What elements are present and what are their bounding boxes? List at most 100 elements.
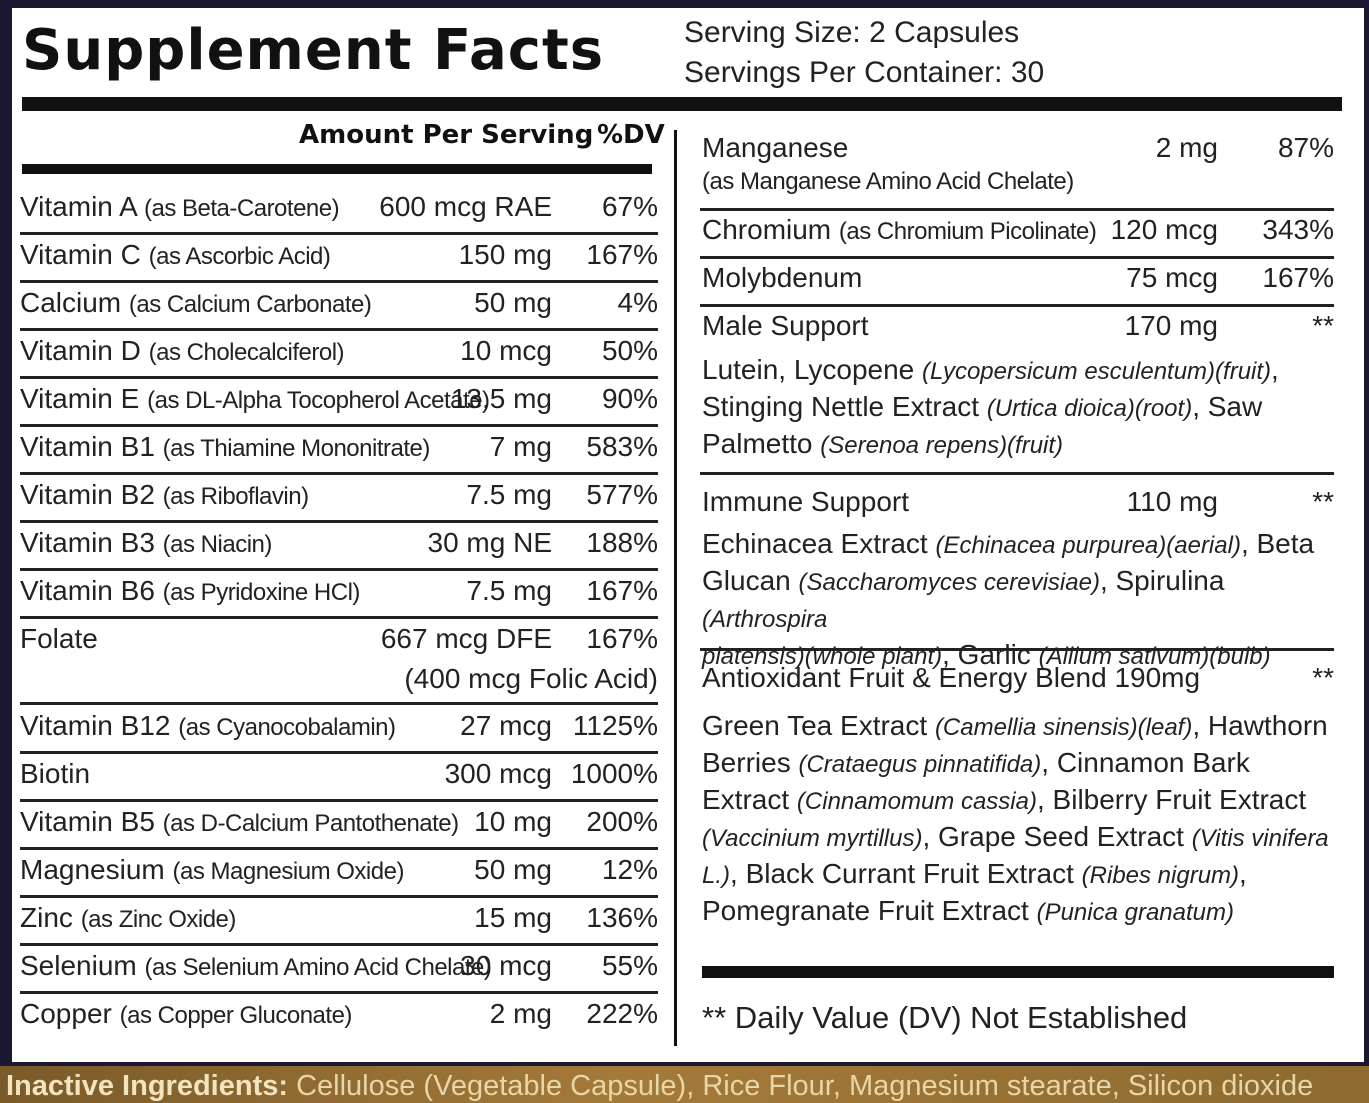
nutrient-dv: 90% [601,383,658,414]
nutrient-row: Vitamin B2 (as Riboflavin) 7.5 mg 577% [20,472,658,523]
nutrient-source: (as Magnesium Oxide) [172,858,405,885]
nutrient-row: Vitamin B6 (as Pyridoxine HCl) 7.5 mg 16… [20,568,658,619]
blend-row-male-support: Male Support 170 mg ** [702,310,1334,350]
nutrient-name: Vitamin B2 [20,479,155,510]
nutrient-amount: 7 mg [489,431,552,462]
nutrient-source: (as DL-Alpha Tocopherol Acetate) [147,387,490,414]
inactive-ingredients-label: Inactive Ingredients: [6,1070,289,1102]
row-divider [700,256,1334,259]
nutrient-row: Vitamin B5 (as D-Calcium Pantothenate) 1… [20,799,658,850]
nutrient-name: Molybdenum [702,262,863,293]
nutrient-amount: 27 mcg [460,710,552,741]
column-divider [674,130,677,1046]
nutrient-source: (as Riboflavin) [162,483,309,510]
nutrient-source: (as Chromium Picolinate) [838,218,1097,245]
blend-name: Male Support [702,310,869,341]
nutrient-dv: 167% [586,239,658,270]
page-title: Supplement Facts [22,18,605,83]
inactive-ingredients-text: Cellulose (Vegetable Capsule), Rice Flou… [288,1070,1314,1102]
nutrient-amount: 13.5 mg [450,383,552,414]
row-divider [700,648,1334,651]
nutrient-amount: 2 mg [1155,132,1218,163]
nutrient-source: (as Niacin) [162,531,273,558]
nutrient-dv: 1125% [572,710,658,741]
nutrient-row: Vitamin B3 (as Niacin) 30 mg NE 188% [20,520,658,571]
blend-name: Antioxidant Fruit & Energy Blend 190mg [702,662,1201,693]
nutrient-dv: 188% [586,527,658,558]
nutrient-name: Vitamin E [20,383,140,414]
nutrient-dv: 200% [586,806,658,837]
nutrient-name: Copper [20,998,112,1029]
blend-row-antioxidant: Antioxidant Fruit & Energy Blend 190mg *… [702,662,1334,702]
supplement-facts-panel [12,8,1364,1062]
nutrient-source: (as Beta-Carotene) [144,195,340,222]
inactive-ingredients-band [0,1066,1369,1103]
blend-dv: ** [1312,662,1334,693]
servings-per-container: Servings Per Container: 30 [684,56,1045,89]
blend-amount: 170 mg [1124,310,1218,341]
nutrient-name: Vitamin A [20,191,137,222]
nutrient-source: (as Zinc Oxide) [80,906,237,933]
nutrient-row: Calcium (as Calcium Carbonate) 50 mg 4% [20,280,658,331]
footnote-divider [702,966,1334,978]
nutrient-amount: 50 mg [474,287,552,318]
serving-size: Serving Size: 2 Capsules [684,16,1020,49]
nutrient-name: Chromium [702,214,832,245]
blend-name: Immune Support [702,486,909,517]
nutrient-amount: 120 mcg [1110,214,1218,245]
nutrient-amount: 2 mg [489,998,552,1029]
nutrient-source: (as D-Calcium Pantothenate) [162,810,459,837]
nutrient-row-molybdenum: Molybdenum 75 mcg 167% [702,262,1334,302]
nutrient-amount: 30 mg NE [427,527,553,558]
nutrient-name: Vitamin B3 [20,527,155,558]
nutrient-row: Vitamin A (as Beta-Carotene) 600 mcg RAE… [20,184,658,235]
nutrient-amount: 15 mg [474,902,552,933]
blend-dv: ** [1312,486,1334,517]
nutrient-amount: 600 mcg RAE [379,191,552,222]
nutrient-source: (as Calcium Carbonate) [128,291,372,318]
nutrient-dv: 577% [586,479,658,510]
nutrient-name: Magnesium [20,854,165,885]
nutrient-dv: 67% [601,191,658,222]
nutrient-amount: 667 mcg DFE [380,623,552,654]
antioxidant-blend-ingredients: Green Tea Extract (Camellia sinensis)(le… [702,710,1329,926]
nutrient-amount: 300 mcg [444,758,552,789]
immune-support-ingredients: Echinacea Extract (Echinacea purpurea)(a… [702,528,1315,670]
nutrient-amount: 10 mcg [460,335,552,366]
nutrient-amount: 150 mg [458,239,552,270]
nutrient-row: Vitamin C (as Ascorbic Acid) 150 mg 167% [20,232,658,283]
nutrient-dv: 55% [601,950,658,981]
header-divider [22,97,1342,111]
nutrient-row: Vitamin B1 (as Thiamine Mononitrate) 7 m… [20,424,658,475]
nutrient-row: Vitamin E (as DL-Alpha Tocopherol Acetat… [20,376,658,427]
nutrient-name: Vitamin B5 [20,806,155,837]
nutrient-name: Selenium [20,950,137,981]
nutrient-row: Selenium (as Selenium Amino Acid Chelate… [20,943,658,994]
nutrient-row: Magnesium (as Magnesium Oxide) 50 mg 12% [20,847,658,898]
nutrient-row-manganese: Manganese (as Manganese Amino Acid Chela… [702,132,1334,202]
nutrient-name: Manganese [702,132,849,163]
nutrient-name: Vitamin B12 [20,710,171,741]
nutrient-source: (as Manganese Amino Acid Chelate) [702,168,1074,195]
nutrient-dv: 4% [617,287,658,318]
nutrient-source: (as Pyridoxine HCl) [162,579,361,606]
row-divider [700,304,1334,307]
nutrient-dv: 12% [601,854,658,885]
nutrient-source: (as Selenium Amino Acid Chelate) [144,954,492,981]
nutrient-dv: 167% [1262,262,1334,293]
nutrient-amount: 10 mg [474,806,552,837]
nutrient-dv: 87% [1277,132,1334,163]
nutrient-amount: 7.5 mg [466,575,552,606]
nutrient-source: (as Ascorbic Acid) [148,243,331,270]
nutrient-name: Vitamin B1 [20,431,155,462]
nutrient-dv: 583% [586,431,658,462]
nutrient-row: Zinc (as Zinc Oxide) 15 mg 136% [20,895,658,946]
nutrient-amount: 50 mg [474,854,552,885]
nutrient-name: Zinc [20,902,73,933]
dv-header: %DV [597,120,665,150]
nutrient-name: Vitamin D [20,335,141,366]
male-support-ingredients: Lutein, Lycopene (Lycopersicum esculentu… [702,354,1279,459]
nutrient-dv: 50% [601,335,658,366]
row-divider [700,208,1334,211]
row-divider [700,472,1334,475]
